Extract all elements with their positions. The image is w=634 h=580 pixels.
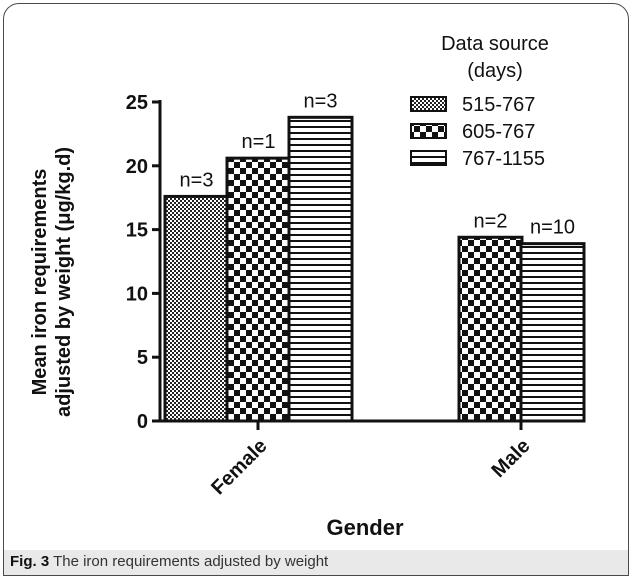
bar-n-label: n=2 — [474, 210, 508, 232]
bar-n-label: n=1 — [242, 131, 276, 153]
bars — [163, 115, 586, 423]
x-axis: Female Male — [160, 419, 585, 499]
y-axis-label-line-1: Mean iron requirements — [29, 169, 51, 396]
legend-label-767-1155: 767-1155 — [462, 148, 545, 170]
legend-title-line-2: (days) — [467, 60, 523, 82]
y-tick-label: 5 — [137, 347, 148, 369]
y-tick-label: 10 — [126, 283, 148, 305]
bar-male-767-1155 — [519, 242, 586, 423]
legend-swatch-605-767 — [410, 123, 447, 139]
bar-labels: n=3 n=1 n=3 n=2 n=10 — [180, 90, 576, 238]
x-axis-label: Gender — [326, 515, 403, 540]
bar-female-605-767 — [225, 156, 292, 423]
legend-label-605-767: 605-767 — [462, 121, 535, 143]
y-tick-label: 25 — [126, 92, 148, 114]
y-tick-label: 0 — [137, 411, 148, 433]
figure-caption: Fig. 3 The iron requirements adjusted by… — [3, 550, 629, 576]
y-axis-label: Mean iron requirements adjusted by weigh… — [29, 147, 75, 417]
x-tick-label-female: Female — [207, 435, 271, 499]
legend-title-line-1: Data source — [441, 33, 549, 55]
legend-items: 515-767 605-767 767-1155 — [410, 94, 545, 170]
bar-n-label: n=3 — [304, 90, 338, 112]
y-axis-label-line-2: adjusted by weight (μg/kg.d) — [53, 147, 75, 417]
y-tick-label: 15 — [126, 220, 148, 242]
bar-n-label: n=10 — [530, 217, 575, 239]
y-tick-label: 20 — [126, 156, 148, 178]
chart: Mean iron requirements adjusted by weigh… — [29, 33, 586, 540]
bar-female-515-767 — [163, 194, 230, 423]
caption-label: Fig. 3 — [10, 553, 50, 570]
bar-male-605-767 — [457, 235, 524, 423]
legend-swatch-767-1155 — [410, 150, 447, 166]
legend-swatch-515-767 — [410, 96, 447, 112]
x-tick-label-male: Male — [488, 435, 535, 482]
y-axis: 0 5 10 15 20 25 — [126, 92, 162, 433]
caption-text: The iron requirements adjusted by weight — [53, 553, 329, 570]
legend-label-515-767: 515-767 — [462, 94, 535, 116]
bar-female-767-1155 — [287, 115, 354, 423]
bar-n-label: n=3 — [180, 169, 214, 191]
legend: Data source (days) 515-767 605-767 767-115… — [410, 33, 549, 170]
